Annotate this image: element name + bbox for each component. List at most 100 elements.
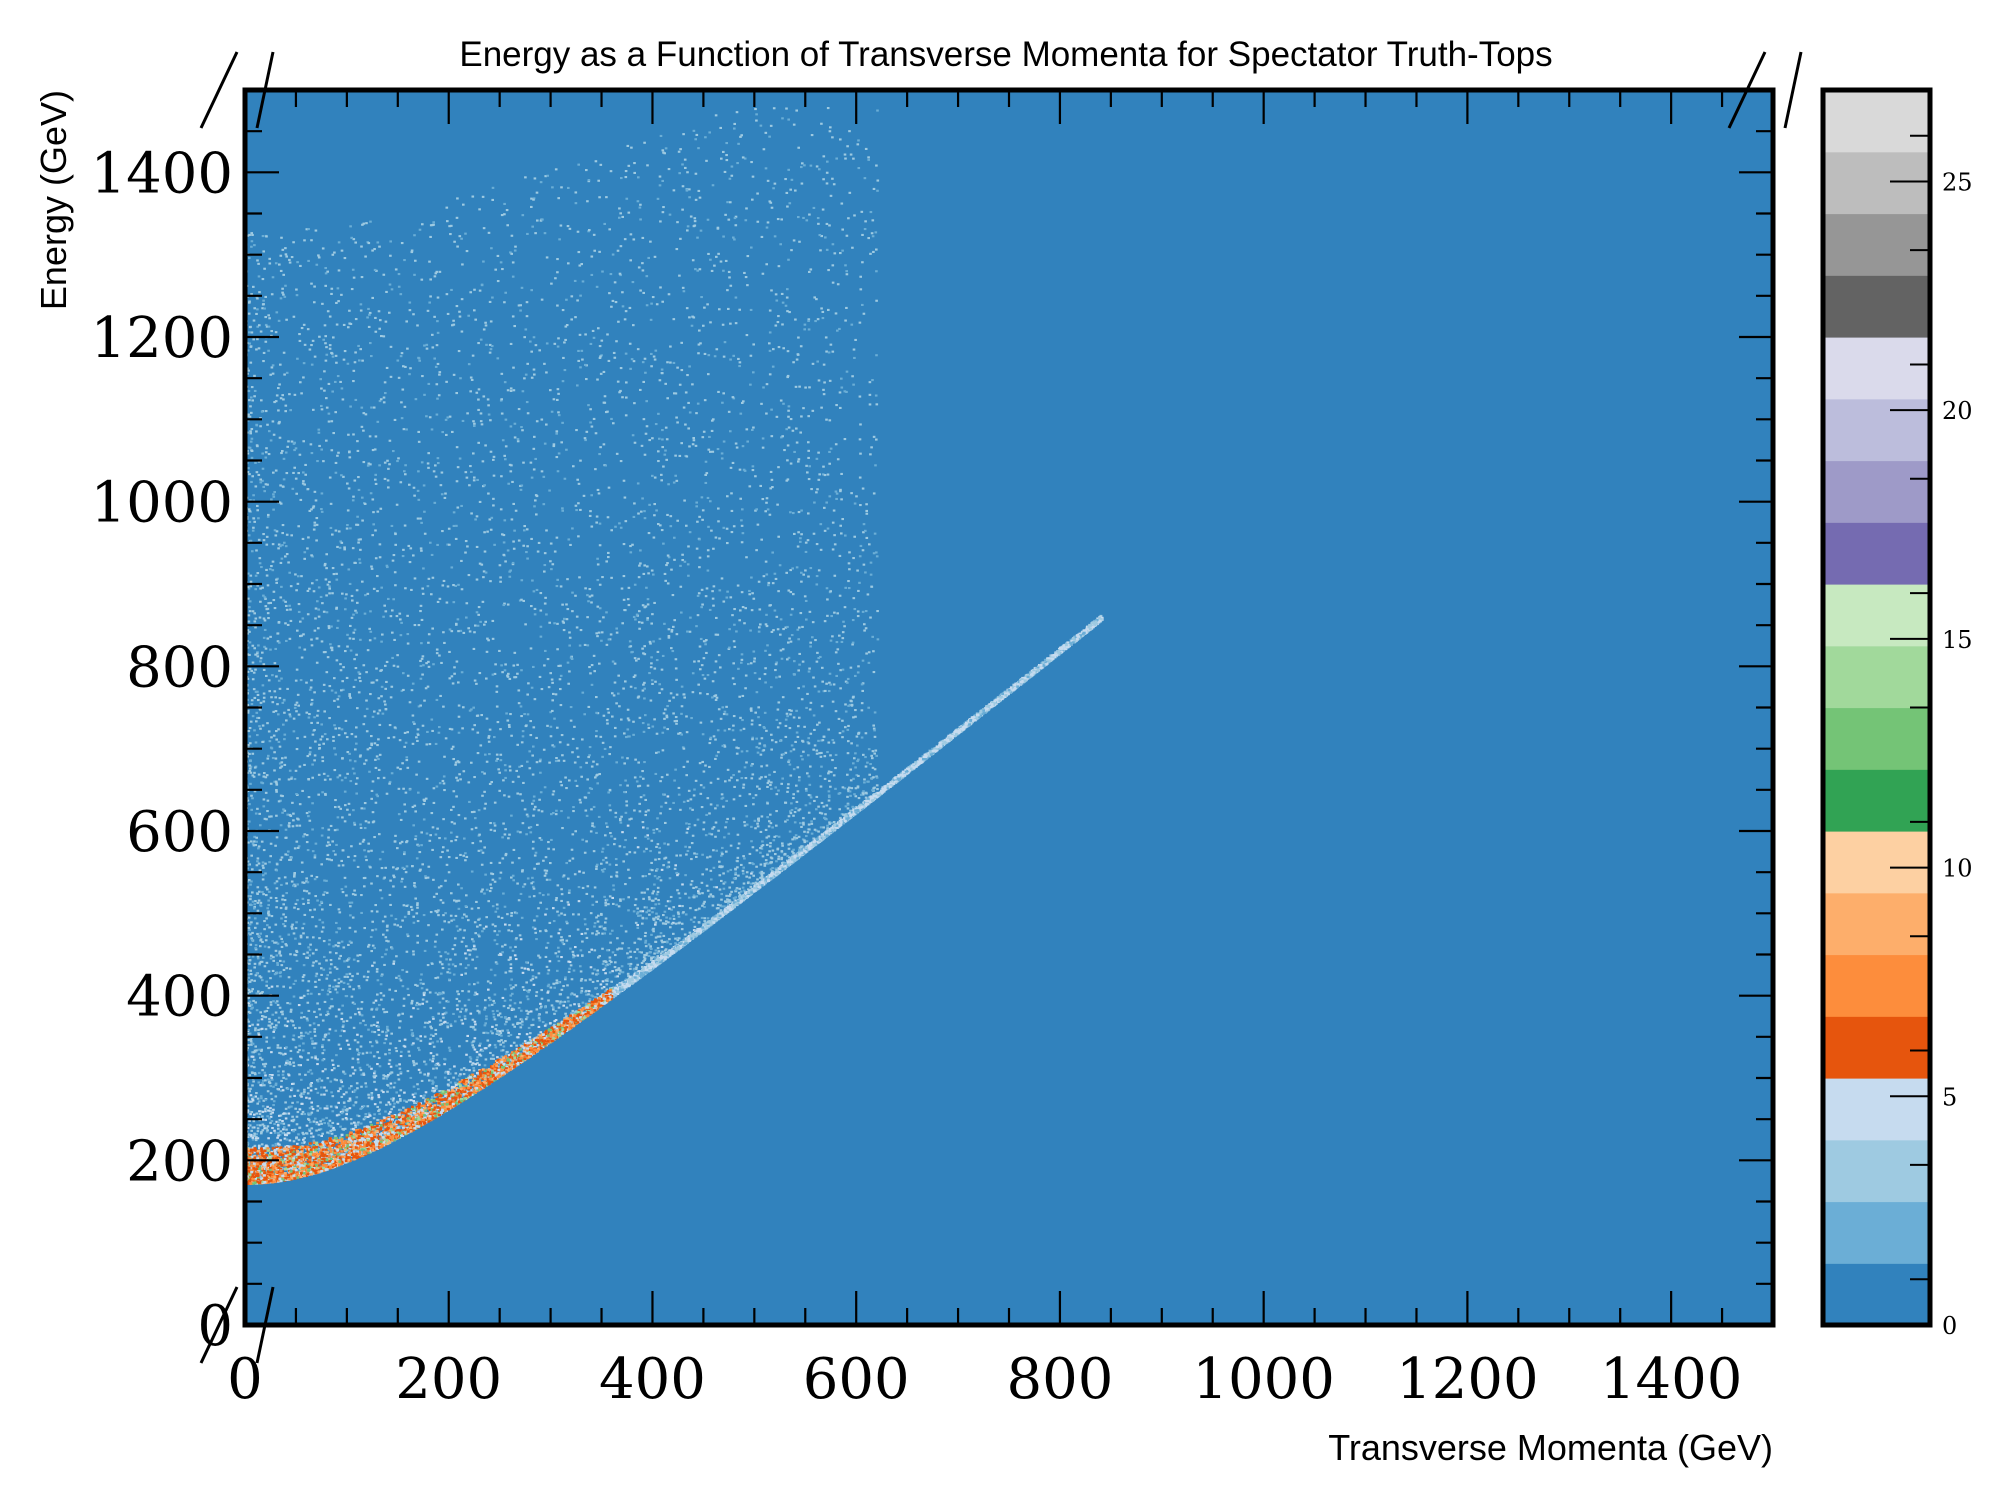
heat-cell [604,960,607,963]
heat-cell [323,1033,327,1036]
heat-cell [286,813,289,816]
heat-cell [799,431,802,434]
heat-cell [453,944,457,947]
heat-cell [479,620,482,623]
heat-cell [601,947,604,950]
heat-cell [592,805,596,808]
heat-cell [444,879,447,882]
heat-cell [729,893,732,896]
heat-cell [376,575,379,578]
heat-cell [664,426,668,429]
heat-cell [512,540,515,543]
heat-cell [248,820,251,823]
heat-cell [567,891,571,894]
heat-cell [868,403,872,406]
heat-cell [269,1115,273,1118]
heat-cell [483,807,487,810]
heat-cell [544,955,548,958]
heat-cell [773,572,777,575]
heat-cell [271,674,274,677]
heat-cell [680,369,684,372]
heat-cell [795,709,798,712]
heat-cell [280,964,284,967]
heat-cell [539,609,543,612]
heat-cell [540,688,544,691]
heat-cell [339,1125,342,1128]
heat-cell [737,142,740,145]
heat-cell [797,146,800,149]
heat-cell [752,343,755,346]
heat-cell [825,587,829,590]
heat-cell [421,592,425,595]
heat-cell [810,822,814,825]
heat-cell [729,322,732,325]
heat-cell [783,449,786,452]
heat-cell [247,1001,251,1004]
heat-cell [758,626,761,629]
heat-cell [563,341,566,344]
heat-cell [586,616,589,619]
heat-cell [387,1101,391,1104]
heat-cell [257,1116,261,1119]
heat-cell [341,1085,345,1088]
heat-cell [544,649,547,652]
heat-cell [799,540,802,543]
heat-cell [405,904,408,907]
heat-cell [274,923,278,926]
heat-cell [399,1020,402,1023]
heat-cell [539,625,543,628]
heat-cell [320,387,323,390]
heat-cell [518,765,521,768]
heat-cell [545,907,549,910]
heat-cell [336,619,340,622]
heat-cell [255,720,258,723]
heat-cell [768,820,771,823]
heat-cell [252,494,255,497]
heat-cell [533,373,536,376]
heat-cell [540,298,544,301]
heat-cell [606,843,610,846]
heat-cell [306,1001,310,1004]
heat-cell [256,1137,260,1140]
heat-cell [608,228,611,231]
heat-cell [538,349,541,352]
heat-cell [262,663,266,666]
heat-cell [572,969,576,972]
heat-cell [477,606,481,609]
heat-cell [724,259,728,262]
heat-cell [521,730,525,733]
heat-cell [741,694,745,697]
heat-cell [666,554,670,557]
heat-cell [777,701,781,704]
heat-cell [387,1062,391,1065]
heat-cell [674,937,677,940]
heat-cell [464,905,468,908]
heat-cell [257,1048,261,1051]
heat-cell [680,611,683,614]
heat-cell [513,249,517,252]
heat-cell [399,1099,402,1102]
heat-cell [505,1051,509,1054]
heat-cell [255,711,259,714]
heat-cell [399,1109,403,1112]
heat-cell [501,1049,505,1052]
heat-cell [256,1102,259,1105]
heat-cell [519,831,522,834]
heat-cell [384,953,387,956]
heat-cell [852,762,855,765]
heat-cell [487,492,490,495]
heat-cell [804,787,808,790]
heat-cell [656,650,660,653]
heat-cell [328,1028,332,1031]
heat-cell [436,397,439,400]
heat-cell [580,932,584,935]
heat-cell [262,1124,266,1127]
heat-cell [371,498,375,501]
heat-cell [435,698,439,701]
heat-cell [505,209,509,212]
heat-cell [284,410,287,413]
heat-cell [455,524,458,527]
heat-cell [755,549,758,552]
heat-cell [457,731,461,734]
heat-cell [335,921,338,924]
